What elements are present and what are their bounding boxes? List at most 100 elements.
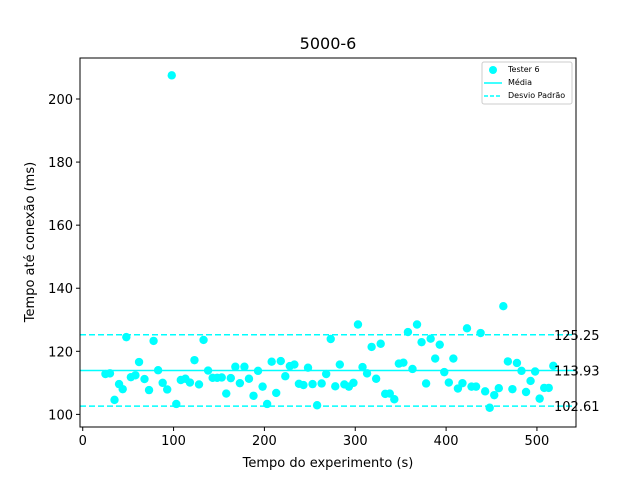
data-point	[512, 358, 522, 368]
data-point	[258, 382, 267, 391]
data-point	[308, 379, 317, 389]
data-point	[476, 328, 485, 338]
data-point	[303, 363, 313, 372]
data-point	[217, 373, 226, 382]
data-point	[426, 334, 435, 343]
data-point	[408, 364, 417, 374]
data-point	[535, 394, 544, 403]
legend-label-mean: Média	[508, 77, 532, 87]
data-point	[390, 395, 399, 404]
data-point	[335, 360, 345, 369]
data-point	[362, 369, 372, 378]
data-point	[435, 340, 444, 349]
data-point	[412, 320, 422, 329]
data-point	[290, 360, 299, 369]
data-point	[494, 384, 503, 393]
x-tick-label: 0	[79, 434, 87, 449]
x-axis-label: Tempo do experimento (s)	[242, 456, 414, 471]
x-tick-label: 500	[525, 434, 550, 449]
data-point	[226, 373, 235, 383]
data-point	[194, 380, 204, 389]
data-point	[326, 334, 335, 344]
data-point	[321, 369, 331, 379]
data-point	[499, 302, 508, 311]
data-point	[508, 384, 517, 394]
x-tick-label: 400	[434, 434, 459, 449]
data-point	[153, 366, 163, 375]
data-point	[399, 358, 408, 367]
data-point	[134, 357, 144, 367]
data-point	[485, 403, 494, 412]
y-tick-label: 180	[48, 156, 73, 171]
data-point	[240, 362, 249, 371]
data-point	[149, 336, 158, 346]
data-point	[417, 337, 426, 347]
plot-area-frame	[79, 57, 577, 428]
legend: Tester 6 Média Desvio Padrão	[481, 61, 573, 105]
x-axis-ticks: 0 100 200 300 400 500	[79, 427, 550, 449]
data-point	[480, 387, 490, 396]
data-point	[222, 389, 231, 398]
data-point	[249, 391, 258, 400]
data-point	[281, 372, 290, 381]
data-point	[403, 327, 413, 337]
data-point	[190, 355, 199, 365]
data-point	[544, 383, 553, 393]
reference-label-2: 102.61	[554, 400, 600, 415]
data-point	[449, 354, 458, 363]
legend-label-stddev: Desvio Padrão	[508, 91, 565, 100]
reference-labels: 113.93 125.25 102.61	[554, 329, 600, 415]
data-point	[163, 385, 172, 394]
data-point	[349, 378, 358, 388]
legend-label-points: Tester 6	[507, 65, 540, 74]
data-point	[444, 378, 454, 387]
data-point	[235, 378, 245, 388]
data-point	[244, 374, 254, 383]
data-point	[549, 361, 558, 371]
data-point	[185, 378, 195, 387]
data-point	[462, 324, 472, 333]
data-point	[167, 71, 176, 80]
data-point	[317, 379, 326, 388]
data-point	[253, 366, 263, 376]
data-point	[267, 357, 276, 366]
data-point	[430, 354, 440, 363]
data-point	[199, 335, 208, 345]
data-point	[458, 378, 467, 388]
chart-title: 5000-6	[300, 34, 357, 53]
y-axis-label: Tempo até conexão (ms)	[23, 162, 38, 323]
reference-label-0: 113.93	[554, 364, 600, 379]
data-point	[118, 384, 127, 394]
data-point	[490, 390, 499, 400]
data-point	[371, 374, 381, 383]
data-point	[231, 362, 240, 371]
data-point	[203, 366, 213, 375]
x-tick-label: 200	[252, 434, 277, 449]
data-point	[312, 401, 322, 410]
data-point	[471, 382, 481, 391]
y-tick-label: 160	[48, 219, 73, 234]
data-point	[122, 332, 131, 342]
y-tick-label: 100	[48, 408, 73, 423]
x-tick-label: 100	[161, 434, 186, 449]
data-point	[517, 366, 526, 376]
data-point	[367, 342, 376, 352]
reference-label-1: 125.25	[554, 329, 600, 344]
legend-marker-points	[489, 66, 497, 74]
data-point	[272, 388, 281, 398]
data-point	[440, 367, 449, 377]
data-point	[110, 395, 119, 405]
data-point	[172, 399, 181, 409]
data-point	[353, 320, 363, 329]
data-point	[526, 376, 535, 386]
data-point	[521, 387, 531, 397]
data-point	[421, 379, 431, 388]
data-point	[105, 369, 115, 378]
y-tick-label: 140	[48, 282, 73, 297]
y-tick-label: 120	[48, 345, 73, 360]
y-tick-label: 200	[48, 93, 73, 108]
data-point	[262, 399, 272, 409]
legend-box	[481, 61, 573, 105]
data-point	[299, 380, 308, 390]
